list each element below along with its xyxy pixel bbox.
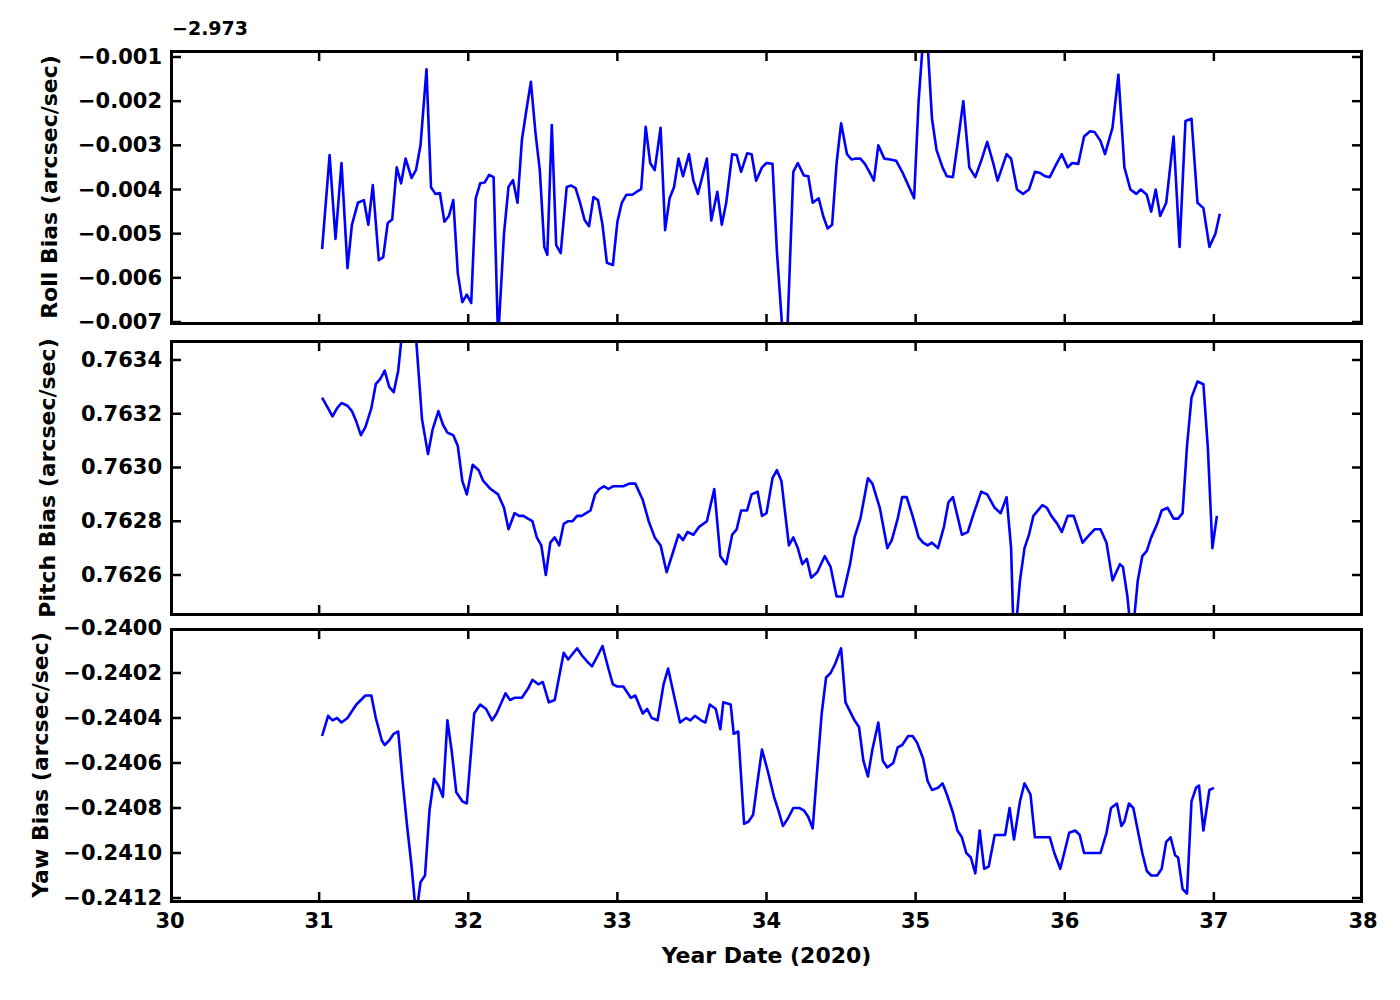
xtick-label: 31 — [269, 908, 369, 934]
roll-ytick-label: −0.003 — [36, 132, 162, 158]
xtick-label: 30 — [120, 908, 220, 934]
xtick-label: 38 — [1313, 908, 1400, 934]
roll-bias-line — [322, 50, 1220, 325]
roll-ytick-label: −0.005 — [36, 221, 162, 247]
xtick-label: 37 — [1164, 908, 1264, 934]
yaw-ytick-label: −0.2406 — [36, 750, 162, 776]
yaw-ytick-label: −0.2402 — [36, 660, 162, 686]
pitch-ytick-label: 0.7634 — [36, 347, 162, 373]
xtick-label: 35 — [866, 908, 966, 934]
yaw-ytick-label: −0.2408 — [36, 795, 162, 821]
pitch-ytick-label: 0.7632 — [36, 401, 162, 427]
roll-ytick-label: −0.004 — [36, 177, 162, 203]
xlabel: Year Date (2020) — [170, 943, 1363, 968]
yaw-ytick-label: −0.2404 — [36, 705, 162, 731]
xtick-label: 34 — [717, 908, 817, 934]
pitch-axes-spines — [172, 342, 1362, 615]
y-axis-offset-text: −2.973 — [172, 17, 248, 39]
yaw-bias-line — [322, 646, 1214, 903]
xtick-label: 32 — [418, 908, 518, 934]
yaw-plot-panel — [170, 628, 1363, 903]
roll-ytick-label: −0.006 — [36, 265, 162, 291]
pitch-bias-line — [322, 340, 1217, 616]
pitch-ytick-label: 0.7626 — [36, 562, 162, 588]
yaw-ytick-label: −0.2410 — [36, 840, 162, 866]
roll-plot-panel — [170, 50, 1363, 325]
roll-ytick-label: −0.007 — [36, 309, 162, 335]
pitch-plot-panel — [170, 340, 1363, 616]
xtick-label: 33 — [567, 908, 667, 934]
figure: −2.973 Roll Bias (arcsec/sec) Pitch Bias… — [0, 0, 1400, 1000]
pitch-ytick-label: 0.7628 — [36, 508, 162, 534]
pitch-ytick-label: 0.7630 — [36, 454, 162, 480]
roll-ytick-label: −0.001 — [36, 44, 162, 70]
roll-ytick-label: −0.002 — [36, 88, 162, 114]
yaw-ytick-label: −0.2400 — [36, 615, 162, 641]
xtick-label: 36 — [1015, 908, 1115, 934]
